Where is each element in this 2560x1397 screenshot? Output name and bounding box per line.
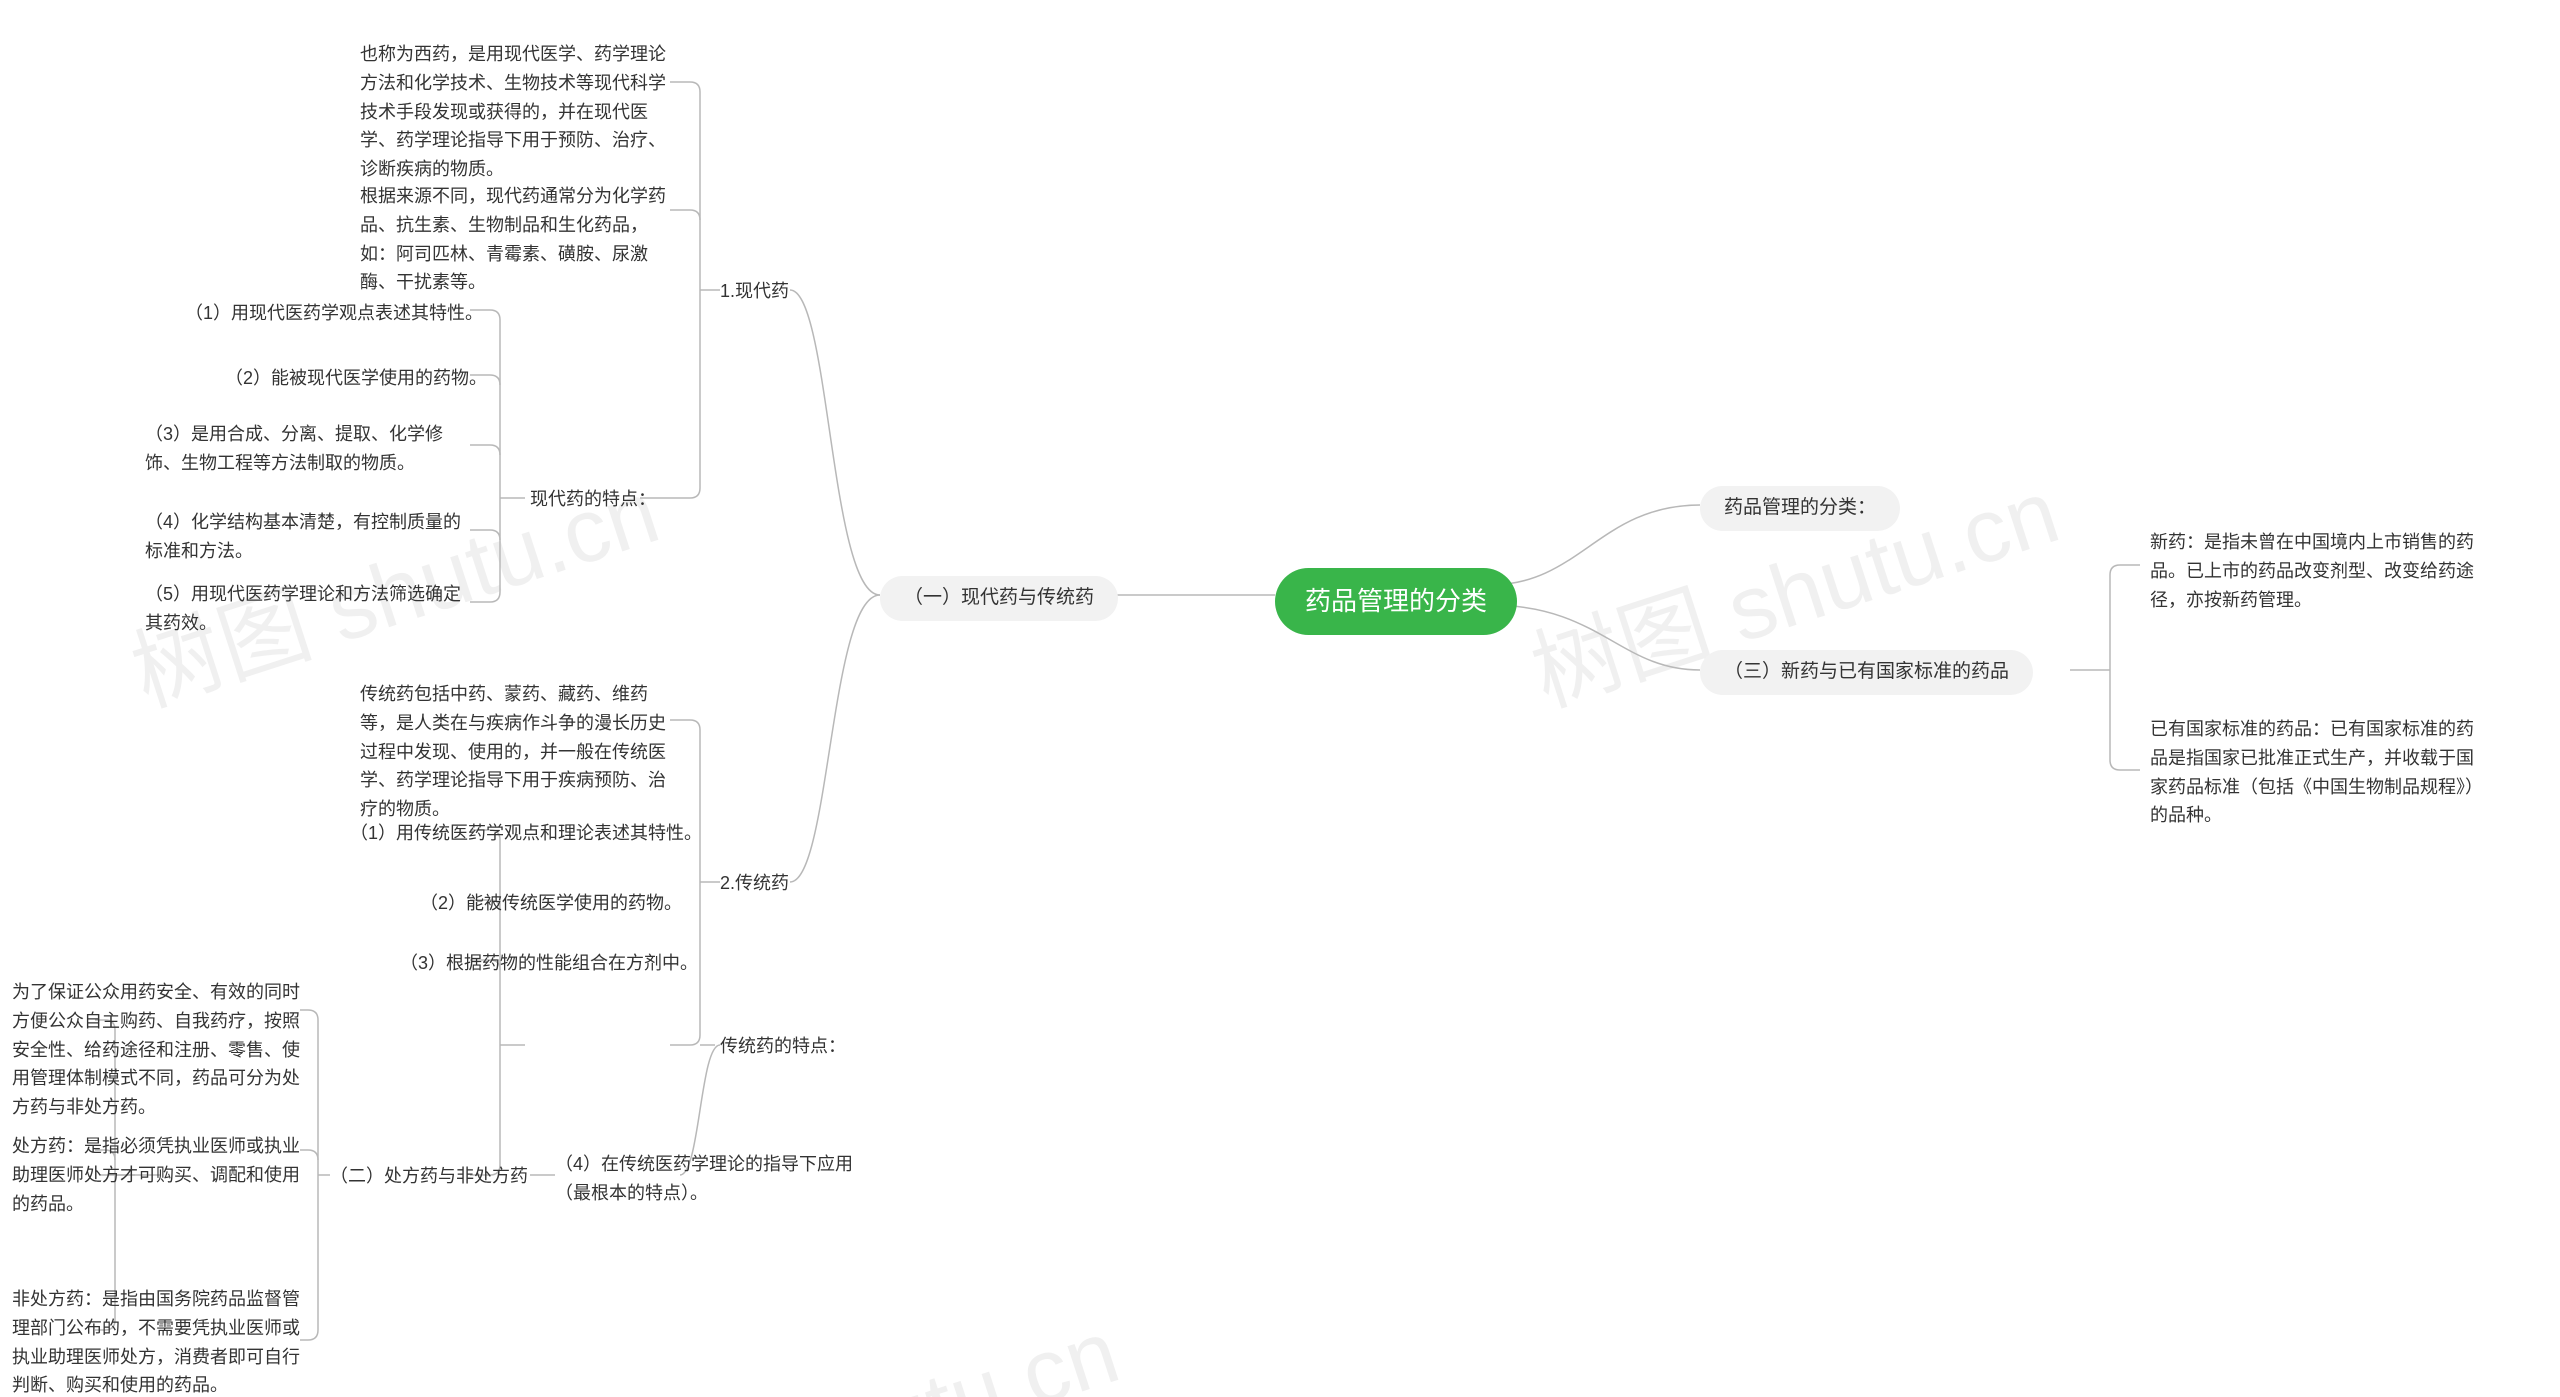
node-otc-def: 非处方药：是指由国务院药品监督管理部门公布的，不需要凭执业医师或执业助理医师处方… xyxy=(12,1285,312,1397)
node-modern-f1: （1）用现代医药学观点表述其特性。 xyxy=(185,300,483,327)
node-modern-vs-traditional[interactable]: （一）现代药与传统药 xyxy=(880,576,1118,621)
node-new-drug-def: 新药：是指未曾在中国境内上市销售的药品。已上市的药品改变剂型、改变给药途径，亦按… xyxy=(2150,528,2490,614)
root-node[interactable]: 药品管理的分类 xyxy=(1275,568,1517,635)
node-classification-title[interactable]: 药品管理的分类： xyxy=(1700,486,1900,531)
node-traditional[interactable]: 2.传统药 xyxy=(720,870,789,897)
node-standard-drug-def: 已有国家标准的药品：已有国家标准的药品是指国家已批准正式生产，并收载于国家药品标… xyxy=(2150,715,2490,830)
node-rx-def: 处方药：是指必须凭执业医师或执业助理医师处方才可购买、调配和使用的药品。 xyxy=(12,1132,312,1218)
node-modern-f3: （3）是用合成、分离、提取、化学修饰、生物工程等方法制取的物质。 xyxy=(145,420,465,478)
node-modern-features-label[interactable]: 现代药的特点： xyxy=(530,486,656,513)
node-trad-features-label[interactable]: 传统药的特点： xyxy=(720,1033,846,1060)
node-trad-f3: （3）根据药物的性能组合在方剂中。 xyxy=(400,950,698,977)
node-trad-f2: （2）能被传统医学使用的药物。 xyxy=(420,890,682,917)
node-trad-f1: （1）用传统医药学观点和理论表述其特性。 xyxy=(350,820,702,847)
node-rx-vs-otc[interactable]: （二）处方药与非处方药 xyxy=(330,1163,528,1190)
mindmap-canvas: 树图 shutu.cn 树图 shutu.cn 树图 shutu.cn xyxy=(0,0,2560,1397)
node-new-vs-standard[interactable]: （三）新药与已有国家标准的药品 xyxy=(1700,650,2033,695)
node-modern-f4: （4）化学结构基本清楚，有控制质量的标准和方法。 xyxy=(145,508,465,566)
node-rx-otc-intro: 为了保证公众用药安全、有效的同时方便公众自主购药、自我药疗，按照安全性、给药途径… xyxy=(12,978,312,1122)
node-modern[interactable]: 1.现代药 xyxy=(720,278,789,305)
node-trad-f4: （4）在传统医药学理论的指导下应用（最根本的特点）。 xyxy=(555,1150,865,1208)
node-trad-def: 传统药包括中药、蒙药、藏药、维药等，是人类在与疾病作斗争的漫长历史过程中发现、使… xyxy=(360,680,670,824)
node-modern-f5: （5）用现代医药学理论和方法筛选确定其药效。 xyxy=(145,580,465,638)
node-modern-f2: （2）能被现代医学使用的药物。 xyxy=(225,365,487,392)
node-modern-def-a: 也称为西药，是用现代医学、药学理论方法和化学技术、生物技术等现代科学技术手段发现… xyxy=(360,40,670,184)
watermark: 树图 shutu.cn xyxy=(573,1279,1132,1397)
node-modern-def-b: 根据来源不同，现代药通常分为化学药品、抗生素、生物制品和生化药品，如：阿司匹林、… xyxy=(360,182,670,297)
